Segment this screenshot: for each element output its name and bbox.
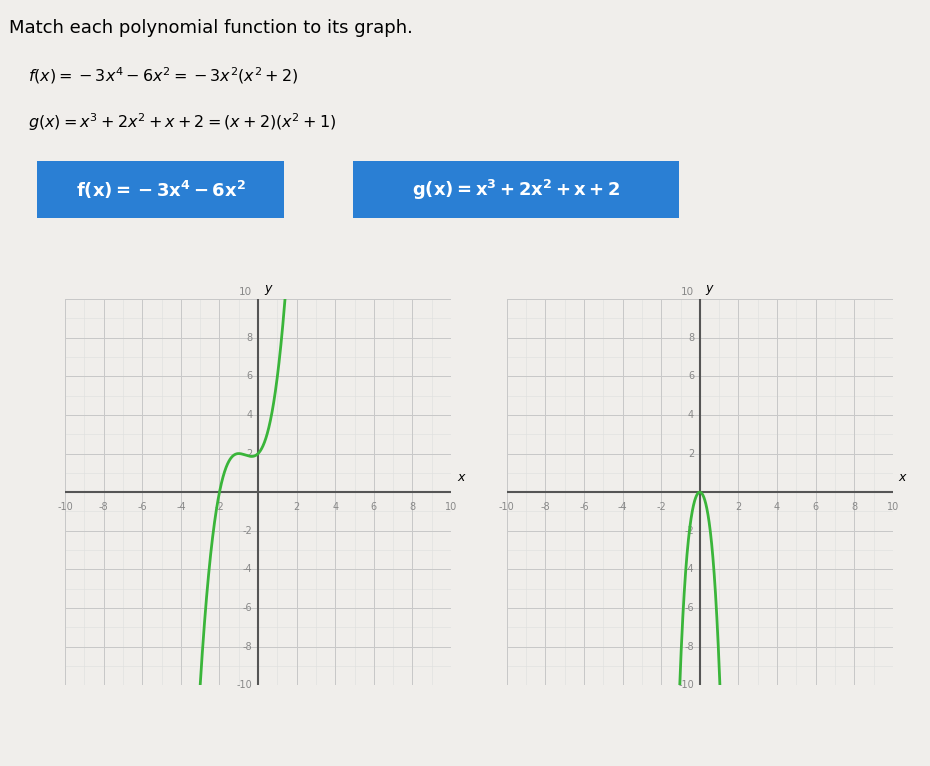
Text: -8: -8	[243, 642, 252, 652]
Text: -10: -10	[499, 502, 514, 512]
Text: -6: -6	[138, 502, 147, 512]
Text: 2: 2	[688, 449, 694, 459]
Text: -4: -4	[618, 502, 628, 512]
Text: -2: -2	[657, 502, 666, 512]
Text: Match each polynomial function to its graph.: Match each polynomial function to its gr…	[9, 19, 413, 37]
Text: -2: -2	[215, 502, 224, 512]
Text: 4: 4	[332, 502, 339, 512]
Text: -8: -8	[99, 502, 109, 512]
Text: x: x	[898, 471, 906, 484]
Text: 2: 2	[736, 502, 741, 512]
Text: -8: -8	[540, 502, 551, 512]
Text: -6: -6	[243, 603, 252, 613]
Text: -10: -10	[236, 680, 252, 690]
Text: -4: -4	[243, 565, 252, 574]
Text: -8: -8	[684, 642, 694, 652]
Text: y: y	[706, 283, 713, 296]
Text: -4: -4	[684, 565, 694, 574]
Text: -10: -10	[678, 680, 694, 690]
Text: -10: -10	[58, 502, 73, 512]
Text: 2: 2	[246, 449, 252, 459]
Text: 6: 6	[813, 502, 818, 512]
Text: 6: 6	[688, 372, 694, 381]
Text: 10: 10	[886, 502, 899, 512]
Text: 4: 4	[246, 410, 252, 420]
Text: 8: 8	[688, 332, 694, 342]
Text: $g(x) = x^3 + 2x^2 + x + 2 = (x + 2)(x^2 + 1)$: $g(x) = x^3 + 2x^2 + x + 2 = (x + 2)(x^2…	[28, 111, 336, 133]
Text: -2: -2	[243, 525, 252, 535]
Text: 8: 8	[851, 502, 857, 512]
Text: 4: 4	[688, 410, 694, 420]
Text: 6: 6	[246, 372, 252, 381]
Text: -2: -2	[684, 525, 694, 535]
Text: -4: -4	[176, 502, 186, 512]
Text: 4: 4	[774, 502, 780, 512]
Text: -6: -6	[684, 603, 694, 613]
Text: 8: 8	[409, 502, 416, 512]
Text: y: y	[264, 283, 272, 296]
Text: $\mathbf{f(x) = -3x^4 - 6x^2}$: $\mathbf{f(x) = -3x^4 - 6x^2}$	[75, 178, 246, 201]
Text: 8: 8	[246, 332, 252, 342]
Text: $\mathbf{g(x) = x^3 + 2x^2 + x + 2}$: $\mathbf{g(x) = x^3 + 2x^2 + x + 2}$	[412, 178, 620, 201]
Text: 10: 10	[445, 502, 458, 512]
Text: $f(x) = -3x^4 - 6x^2 = -3x^2(x^2 + 2)$: $f(x) = -3x^4 - 6x^2 = -3x^2(x^2 + 2)$	[28, 65, 299, 86]
Text: 10: 10	[239, 287, 252, 297]
Text: x: x	[457, 471, 464, 484]
Text: 10: 10	[681, 287, 694, 297]
Text: 6: 6	[371, 502, 377, 512]
Text: 2: 2	[294, 502, 299, 512]
Text: -6: -6	[579, 502, 589, 512]
